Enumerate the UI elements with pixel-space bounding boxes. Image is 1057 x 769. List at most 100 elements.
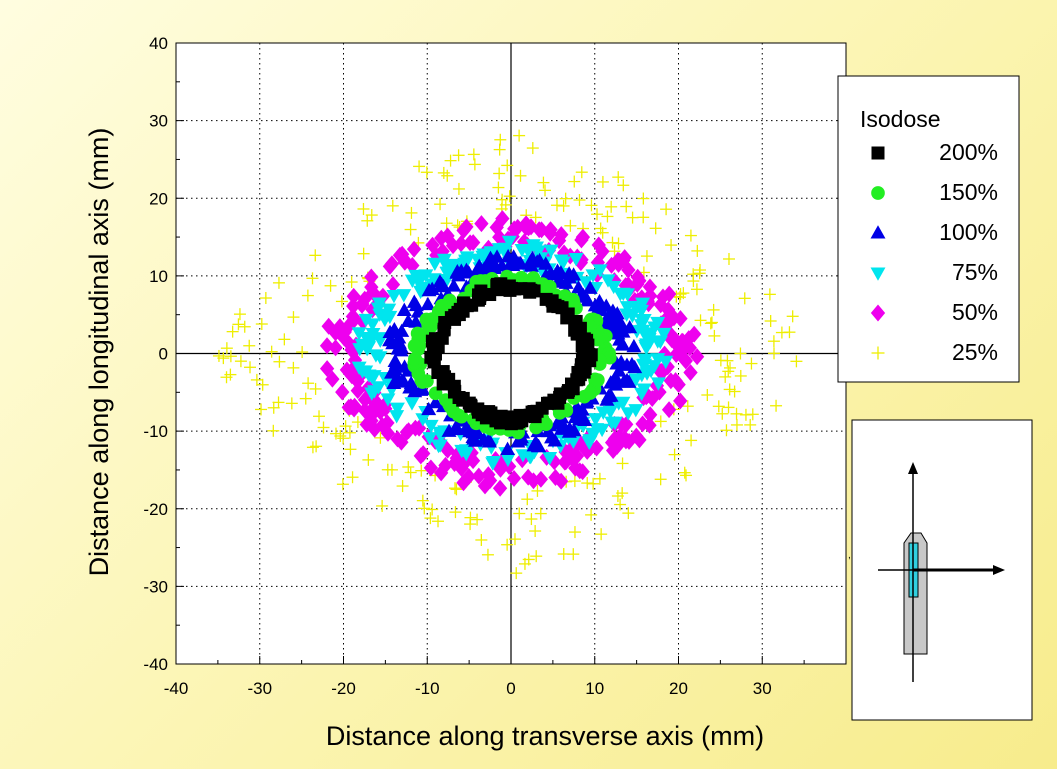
data-point-triangle-up (428, 394, 444, 409)
data-point-diamond (870, 304, 886, 322)
data-point-triangle-down (423, 419, 439, 434)
data-point-plus (680, 469, 693, 482)
data-point-plus (622, 507, 635, 520)
data-point-diamond (380, 414, 395, 432)
data-point-plus (334, 430, 347, 443)
x-tick-label: 30 (753, 679, 772, 698)
series-200pct (424, 277, 598, 431)
data-point-plus (568, 175, 581, 188)
data-point-diamond (471, 467, 486, 485)
legend: Isodose 200% 150% 100% 75% 50% 25% (837, 75, 1020, 383)
data-point-triangle-down (650, 353, 666, 367)
data-point-triangle-down (358, 365, 374, 379)
data-point-plus (605, 200, 618, 213)
data-point-plus (255, 318, 268, 331)
data-point-diamond (395, 245, 410, 263)
data-point-plus (559, 192, 572, 205)
data-point-plus (426, 503, 439, 516)
data-point-triangle-down (585, 269, 601, 283)
data-point-triangle-up (441, 423, 457, 437)
data-point-square (438, 370, 452, 384)
data-point-plus (723, 383, 736, 396)
data-point-plus (336, 478, 349, 491)
data-point-plus (259, 292, 272, 305)
data-point-plus (256, 378, 269, 391)
data-point-diamond (616, 252, 631, 269)
data-point-plus (309, 249, 322, 262)
data-point-plus (593, 472, 606, 485)
data-point-diamond (445, 237, 461, 255)
data-point-triangle-down (578, 276, 594, 290)
y-tick-label: -10 (143, 422, 168, 441)
data-point-plus (722, 252, 735, 265)
data-point-circle (411, 366, 426, 381)
data-point-triangle-down (382, 310, 398, 325)
data-point-plus (738, 292, 751, 305)
data-point-diamond (653, 296, 668, 314)
data-point-triangle-up (612, 319, 627, 333)
data-point-triangle-up (510, 255, 526, 270)
data-point-triangle-up (470, 425, 486, 439)
data-point-triangle-down (436, 253, 452, 268)
data-point-triangle-up (626, 338, 642, 353)
data-point-diamond (434, 229, 449, 247)
data-point-diamond (482, 472, 498, 490)
data-point-plus (591, 208, 604, 221)
data-point-diamond (350, 372, 365, 390)
data-point-triangle-down (594, 423, 610, 438)
data-point-square (551, 396, 565, 410)
data-point-plus (531, 484, 544, 497)
data-point-plus (534, 507, 547, 520)
data-point-plus (475, 533, 488, 546)
data-point-plus (626, 211, 639, 224)
data-point-plus (226, 325, 239, 338)
data-point-diamond (654, 364, 669, 382)
data-point-diamond (367, 420, 382, 438)
data-point-diamond (523, 218, 539, 236)
data-point-triangle-down (520, 244, 536, 259)
data-point-plus (234, 355, 247, 368)
x-tick-label: 10 (585, 679, 604, 698)
data-point-plus (313, 410, 326, 423)
data-point-plus (220, 371, 233, 384)
legend-label: 25% (952, 339, 998, 365)
data-point-plus (217, 352, 230, 365)
data-point-triangle-up (390, 371, 406, 385)
data-point-triangle-up (382, 324, 398, 339)
data-point-plus (612, 237, 625, 250)
data-point-plus (467, 148, 480, 161)
data-point-triangle-down (389, 402, 405, 416)
data-point-square (572, 372, 586, 386)
data-point-circle (454, 409, 469, 424)
data-point-plus (720, 424, 733, 437)
data-point-triangle-down (380, 393, 396, 407)
data-point-plus (660, 203, 673, 216)
data-point-circle (408, 352, 422, 366)
data-point-diamond (568, 459, 583, 477)
data-point-square (472, 288, 486, 302)
data-point-plus (449, 506, 462, 519)
data-point-plus (238, 320, 251, 333)
legend-item: 150% (871, 179, 998, 205)
data-point-triangle-down (365, 318, 381, 332)
data-point-diamond (344, 367, 359, 385)
legend-label: 150% (939, 179, 998, 205)
data-point-plus (493, 167, 506, 180)
data-point-diamond (405, 257, 420, 274)
up-arrow-icon (908, 462, 918, 474)
data-point-diamond (595, 242, 610, 260)
data-point-plus (707, 303, 720, 316)
data-point-plus (611, 490, 624, 503)
data-point-plus (608, 245, 621, 258)
data-point-plus (701, 388, 714, 401)
legend-label: 75% (952, 259, 998, 285)
data-point-plus (871, 346, 885, 360)
data-point-triangle-up (532, 252, 548, 267)
x-tick-label: -40 (164, 679, 189, 698)
data-point-plus (568, 475, 581, 488)
data-point-diamond (321, 317, 336, 335)
legend-item: 25% (871, 339, 998, 365)
data-point-triangle-down (615, 396, 631, 411)
data-point-triangle-up (397, 359, 413, 373)
legend-label: 50% (952, 299, 998, 325)
